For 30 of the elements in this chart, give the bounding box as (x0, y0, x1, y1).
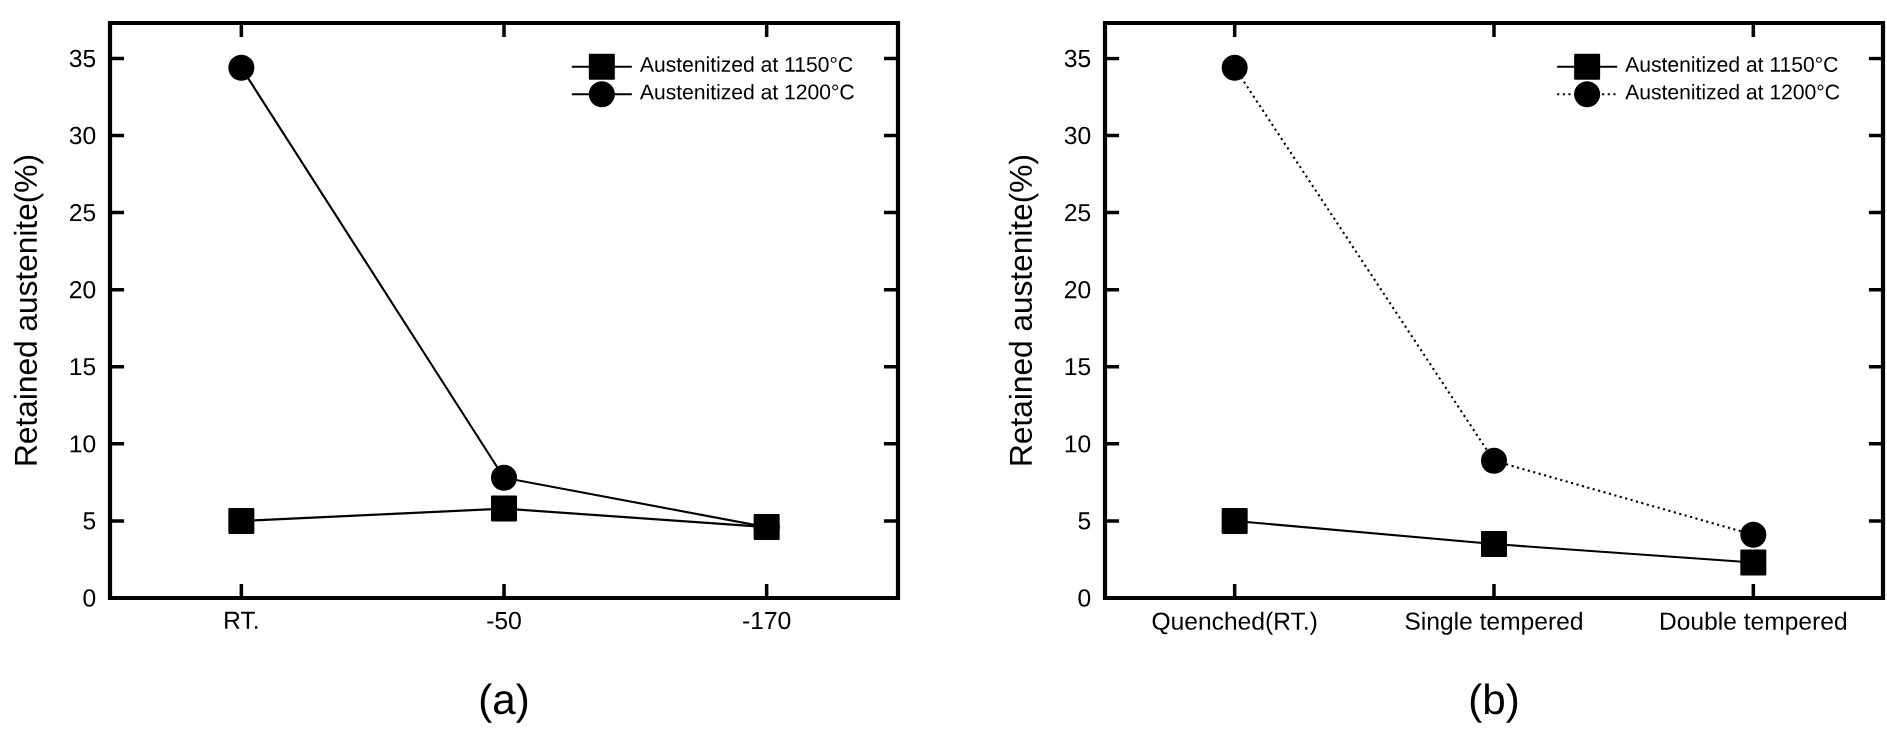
text: (a) (480, 683, 528, 723)
y-tick-label: 30 (1064, 126, 1091, 145)
x-tick-label: -50 (487, 611, 521, 630)
y-tick-label: 20 (1065, 280, 1091, 299)
x-tick-label: -170 (743, 611, 791, 630)
x-tick-label: Single tempered (1405, 611, 1582, 635)
x-tick-label: Quenched(RT.) (1152, 611, 1317, 635)
y-tick-label: 15 (70, 358, 96, 376)
legend-label: Austenitized at 1200°C (639, 83, 854, 100)
text: (b) (1470, 683, 1518, 723)
legend-label: Austenitized at 1150°C (639, 56, 853, 72)
y-tick-label: 0 (83, 589, 96, 607)
x-tick-label: Double tempered (1661, 611, 1847, 635)
y-tick-label: 25 (70, 203, 96, 222)
legend-label: Austenitized at 1200°C (1625, 83, 1840, 100)
y-axis-title: Retained austenite(%) (1008, 155, 1039, 465)
y-tick-label: 10 (70, 435, 96, 453)
y-tick-label: 5 (1078, 512, 1091, 530)
legend-label: Austenitized at 1150°C (1625, 56, 1838, 72)
y-tick-label: 0 (1078, 589, 1091, 607)
y-tick-label: 25 (1065, 203, 1091, 222)
y-tick-label: 35 (69, 49, 96, 67)
x-tick-label: RT. (225, 611, 258, 629)
y-tick-label: 35 (1064, 49, 1091, 67)
y-tick-label: 15 (1065, 358, 1091, 376)
y-axis-title: Retained austenite(%) (13, 155, 44, 465)
y-tick-label: 10 (1065, 435, 1091, 453)
y-tick-label: 5 (83, 512, 96, 530)
y-tick-label: 20 (70, 280, 96, 299)
y-tick-label: 30 (69, 126, 96, 145)
